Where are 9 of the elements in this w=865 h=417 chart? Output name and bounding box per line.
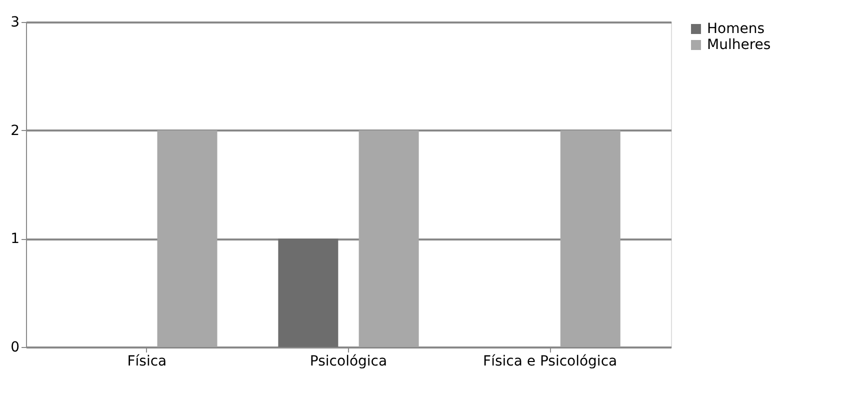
legend-label: Mulheres: [707, 37, 771, 53]
x-tick-label: Psicológica: [310, 354, 388, 370]
y-tick-label: 0: [10, 340, 20, 356]
y-tick-label: 3: [10, 14, 20, 30]
legend-label: Homens: [707, 21, 765, 37]
y-tick-label: 1: [10, 231, 20, 248]
x-tick-label: Física e Psicológica: [483, 354, 618, 370]
y-tick-label: 2: [10, 122, 20, 139]
x-tick-label: Física: [127, 354, 167, 370]
